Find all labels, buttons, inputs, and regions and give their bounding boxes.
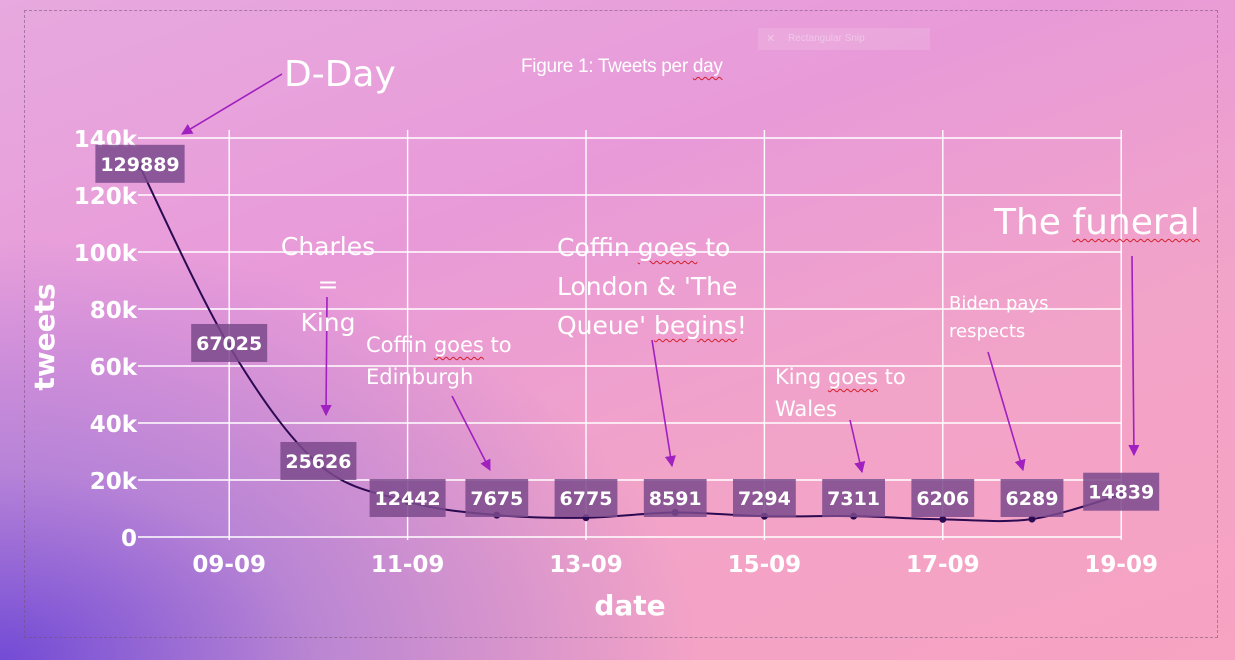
data-label-text: 7311 bbox=[827, 488, 880, 510]
annotation-biden: Biden pays respects bbox=[949, 293, 1049, 342]
annotation-edinburgh: Coffin goes to Edinburgh bbox=[366, 333, 512, 389]
annotation-funeral: The funeral bbox=[994, 202, 1200, 243]
y-axis-label: tweets bbox=[28, 283, 61, 390]
annotation-charles-king: Charles = King bbox=[280, 232, 376, 337]
arrow-edinburgh bbox=[451, 395, 491, 471]
data-label: 129889 bbox=[95, 144, 185, 183]
data-label: 8591 bbox=[643, 479, 707, 517]
arrow-wales bbox=[849, 419, 866, 474]
data-label: 14839 bbox=[1083, 472, 1160, 511]
data-label-text: 6206 bbox=[916, 488, 969, 510]
data-label: 7294 bbox=[733, 479, 796, 517]
y-tick-label: 0 bbox=[121, 526, 137, 552]
arrow-biden bbox=[987, 351, 1026, 472]
data-label: 6289 bbox=[1000, 479, 1064, 517]
x-axis-label: date bbox=[594, 589, 665, 622]
data-label: 6206 bbox=[911, 479, 975, 517]
data-label-box bbox=[1000, 479, 1064, 517]
data-label: 67025 bbox=[191, 323, 268, 362]
data-label-text: 6289 bbox=[1006, 488, 1059, 510]
y-tick-label: 20k bbox=[90, 469, 138, 495]
data-point bbox=[939, 515, 947, 523]
arrow-london bbox=[651, 339, 676, 468]
data-label-box bbox=[280, 441, 357, 480]
data-label: 7311 bbox=[822, 479, 885, 517]
data-label-text: 8591 bbox=[649, 488, 702, 510]
x-tick-label: 11-09 bbox=[371, 552, 445, 578]
data-label-box bbox=[191, 323, 268, 362]
data-label-box bbox=[822, 479, 885, 517]
data-label-text: 129889 bbox=[100, 154, 179, 176]
data-label-text: 12442 bbox=[375, 488, 441, 510]
arrow-d-day bbox=[181, 73, 283, 135]
data-point bbox=[1028, 515, 1036, 523]
y-tick-label: 80k bbox=[90, 298, 138, 324]
x-tick-label: 15-09 bbox=[728, 552, 802, 578]
data-label-text: 7675 bbox=[470, 488, 523, 510]
close-icon[interactable]: ✕ bbox=[766, 33, 776, 45]
data-label-box bbox=[465, 479, 529, 517]
x-tick-label: 13-09 bbox=[549, 552, 623, 578]
data-label-text: 25626 bbox=[285, 451, 351, 473]
data-label-box bbox=[733, 479, 796, 517]
data-label: 12442 bbox=[369, 479, 446, 517]
data-label-box bbox=[1083, 472, 1160, 511]
y-tick-label: 60k bbox=[90, 355, 138, 381]
data-label-box bbox=[554, 479, 618, 517]
y-tick-label: 100k bbox=[74, 241, 138, 267]
data-label-box bbox=[369, 479, 446, 517]
x-tick-label: 09-09 bbox=[192, 552, 266, 578]
x-tick-label: 19-09 bbox=[1084, 552, 1158, 578]
figure-title: Figure 1: Tweets per day bbox=[521, 56, 723, 77]
y-tick-label: 40k bbox=[90, 412, 138, 438]
data-label-text: 14839 bbox=[1088, 482, 1154, 504]
annotation-d-day: D-Day bbox=[284, 54, 396, 95]
annotation-london-queue: Coffin goes to London & 'The Queue' begins… bbox=[557, 233, 747, 340]
data-label-box bbox=[911, 479, 975, 517]
data-label: 7675 bbox=[465, 479, 529, 517]
arrow-charles-king bbox=[320, 296, 332, 417]
data-label-box bbox=[643, 479, 707, 517]
data-label-box bbox=[95, 144, 185, 183]
x-tick-label: 17-09 bbox=[906, 552, 980, 578]
data-label-text: 6775 bbox=[560, 488, 613, 510]
y-tick-label: 120k bbox=[74, 184, 138, 210]
annotation-wales: King goes to Wales bbox=[775, 365, 906, 421]
snip-frame bbox=[24, 10, 1218, 638]
arrow-funeral bbox=[1128, 255, 1140, 457]
data-label-text: 67025 bbox=[196, 333, 262, 355]
snip-toolbar[interactable]: ✕ Rectangular Snip bbox=[758, 28, 930, 50]
data-label: 6775 bbox=[554, 479, 618, 517]
data-label: 25626 bbox=[280, 441, 357, 480]
snip-label: Rectangular Snip bbox=[788, 33, 865, 44]
data-label-text: 7294 bbox=[738, 488, 791, 510]
